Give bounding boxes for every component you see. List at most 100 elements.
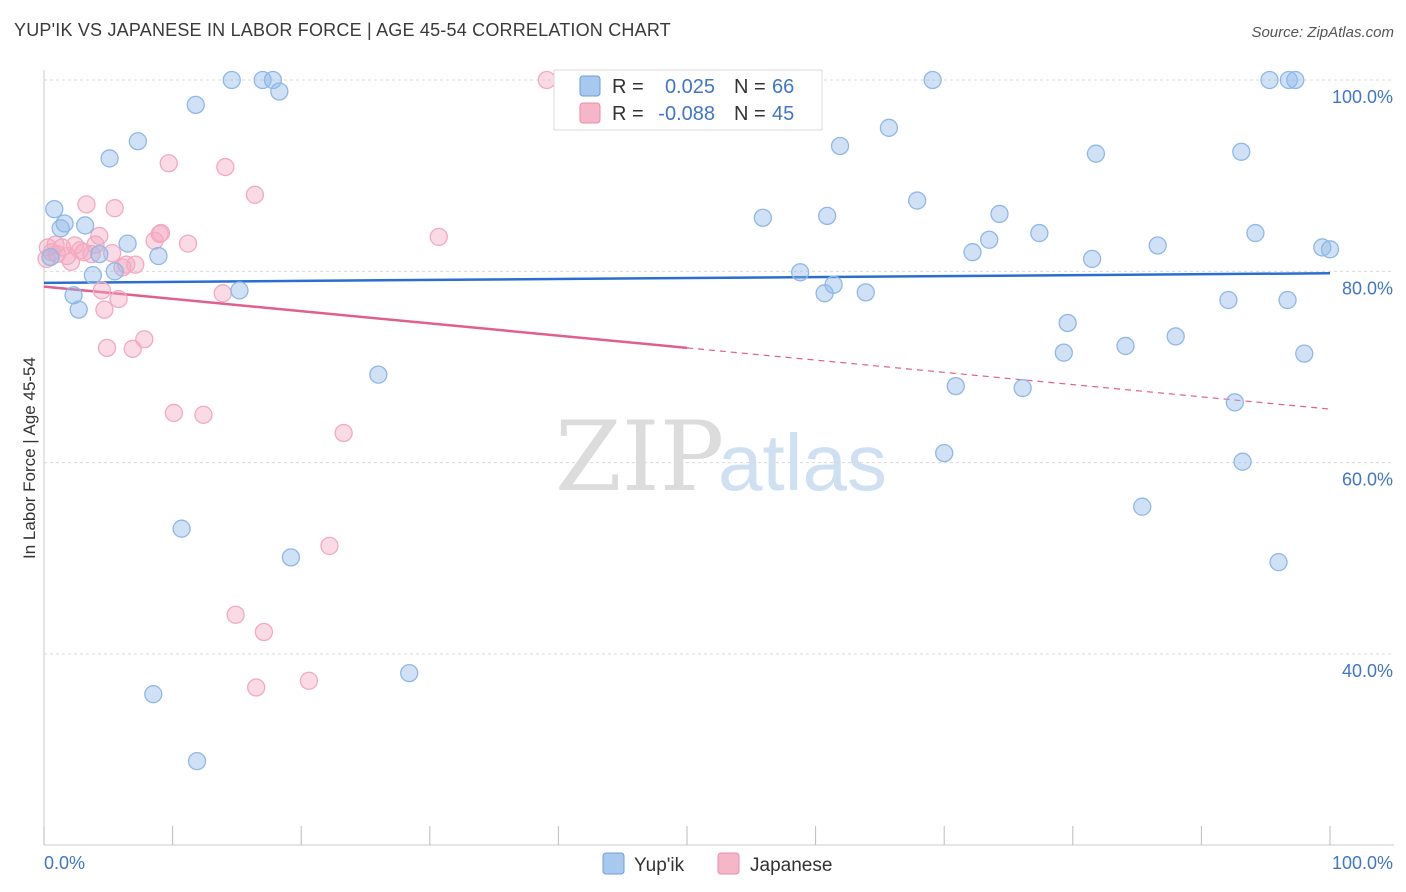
point-yupik-17 (187, 751, 207, 771)
point-yupik-55 (1233, 452, 1252, 471)
y-tick-label-2: 60.0% (1342, 470, 1393, 490)
point-yupik-35 (908, 191, 927, 210)
point-yupik-40 (980, 230, 999, 249)
legend-r-label-yupik: R = (612, 76, 644, 98)
point-yupik-6 (76, 216, 95, 235)
legend-n-label-japanese: N = (734, 103, 766, 125)
point-yupik-15 (172, 519, 191, 538)
point-japanese-39 (320, 536, 339, 556)
point-japanese-28 (159, 154, 178, 173)
point-yupik-3 (55, 214, 74, 233)
point-yupik-44 (1054, 343, 1073, 362)
point-yupik-42 (1013, 378, 1032, 398)
point-yupik-7 (83, 266, 103, 285)
point-yupik-18 (222, 70, 241, 90)
points (37, 70, 1340, 771)
point-yupik-20 (253, 70, 272, 90)
legend-r-label-japanese: R = (612, 103, 644, 125)
source-label: Source: ZipAtlas.com (1251, 24, 1394, 41)
legend-swatch-japanese (579, 102, 601, 124)
point-yupik-46 (1082, 249, 1102, 269)
point-yupik-49 (1133, 497, 1152, 516)
point-japanese-42 (537, 70, 556, 90)
trend-lines (43, 271, 1331, 410)
legend-swatch-yupik (579, 75, 601, 97)
trend-line-0 (43, 271, 1331, 285)
point-yupik-30 (818, 206, 837, 225)
point-yupik-28 (791, 263, 810, 282)
legend-n-value-japanese: 45 (772, 103, 794, 125)
point-japanese-19 (109, 289, 128, 309)
point-yupik-36 (923, 70, 942, 90)
point-yupik-53 (1225, 393, 1244, 412)
point-yupik-32 (830, 136, 850, 156)
point-japanese-41 (429, 227, 448, 247)
point-yupik-54 (1232, 142, 1251, 161)
point-yupik-41 (990, 204, 1009, 224)
point-yupik-9 (100, 149, 119, 168)
trend-line-dashed-1 (686, 347, 1331, 410)
axes (43, 70, 1394, 846)
point-yupik-12 (128, 132, 148, 151)
point-japanese-38 (299, 671, 319, 690)
x-tick-label-left: 0.0% (44, 853, 85, 873)
point-yupik-37 (935, 443, 954, 463)
top-legend: R = 0.025 N = 66 R = -0.088 N = 45 (553, 69, 823, 131)
legend-r-value-japanese: -0.088 (658, 103, 715, 125)
trend-line-1 (43, 285, 688, 350)
point-yupik-50 (1148, 236, 1167, 255)
point-yupik-45 (1058, 313, 1077, 333)
point-yupik-19 (230, 281, 249, 300)
point-yupik-25 (400, 663, 419, 683)
point-yupik-22 (270, 82, 289, 101)
bottom-legend-swatch-yupik (602, 852, 625, 875)
bottom-legend-swatch-japanese (717, 852, 740, 875)
point-yupik-10 (105, 262, 124, 281)
point-yupik-38 (946, 376, 965, 396)
point-japanese-30 (178, 234, 198, 253)
point-yupik-13 (144, 685, 163, 704)
point-yupik-58 (1260, 70, 1279, 90)
point-yupik-43 (1030, 223, 1049, 243)
point-japanese-11 (82, 244, 101, 264)
point-japanese-32 (213, 284, 232, 303)
y-tick-labels: 100.0% 80.0% 60.0% 40.0% (1332, 87, 1393, 681)
point-japanese-37 (254, 622, 274, 642)
point-yupik-47 (1086, 144, 1106, 163)
legend-n-label-yupik: N = (734, 76, 766, 98)
point-yupik-33 (856, 283, 875, 302)
point-yupik-1 (45, 199, 64, 219)
point-japanese-33 (216, 157, 235, 177)
chart-title: YUP'IK VS JAPANESE IN LABOR FORCE | AGE … (14, 20, 671, 40)
y-axis-label: In Labor Force | Age 45-54 (20, 357, 39, 559)
point-japanese-15 (95, 300, 114, 319)
point-yupik-8 (90, 244, 109, 264)
point-yupik-31 (824, 275, 843, 294)
point-japanese-16 (97, 338, 117, 358)
point-yupik-62 (1295, 344, 1314, 363)
bottom-legend-label-yupik: Yup'ik (634, 855, 685, 876)
point-japanese-24 (135, 330, 154, 349)
point-japanese-29 (164, 403, 184, 423)
point-yupik-21 (263, 70, 283, 90)
point-japanese-14 (92, 281, 112, 300)
watermark-zip: ZIP (555, 401, 724, 513)
point-yupik-64 (1320, 240, 1340, 259)
point-japanese-40 (334, 423, 353, 443)
point-yupik-39 (963, 243, 982, 262)
point-japanese-13 (90, 226, 109, 246)
point-yupik-0 (41, 247, 60, 267)
x-ticks (43, 826, 1331, 845)
point-yupik-16 (186, 95, 205, 115)
point-japanese-10 (77, 195, 96, 214)
point-yupik-27 (753, 208, 773, 227)
point-yupik-59 (1278, 290, 1297, 310)
point-japanese-35 (245, 185, 265, 204)
point-yupik-52 (1219, 290, 1238, 310)
point-yupik-34 (879, 118, 899, 137)
point-yupik-56 (1246, 223, 1265, 243)
point-yupik-11 (118, 234, 137, 253)
point-japanese-12 (86, 235, 105, 254)
point-yupik-51 (1166, 327, 1185, 346)
